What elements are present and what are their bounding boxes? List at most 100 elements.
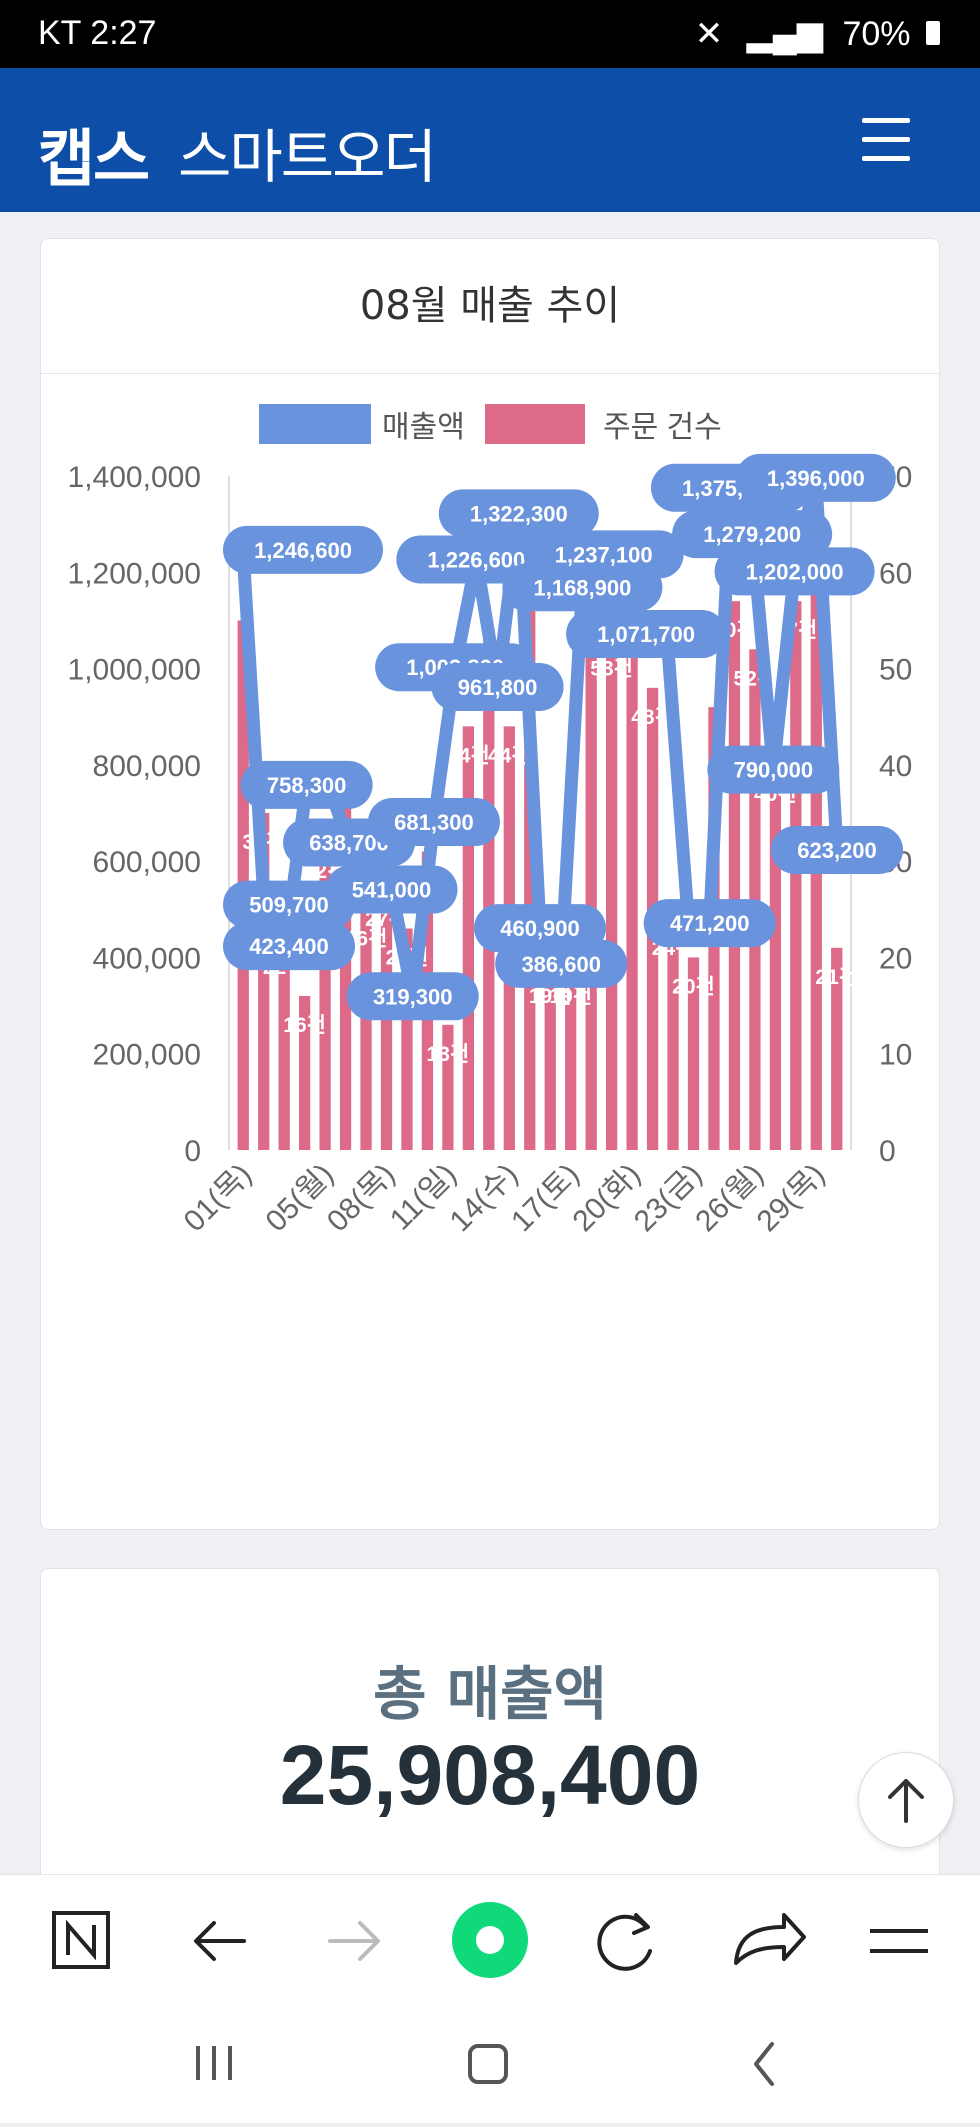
x-tick-label: 05(월) <box>259 1158 340 1239</box>
order-bar-label: 53건 <box>590 658 633 681</box>
sales-point-label: 1,279,200 <box>703 522 801 547</box>
sales-point-label-bg <box>707 745 840 794</box>
order-bar <box>565 967 577 1150</box>
x-tick-label: 29(목) <box>751 1158 832 1239</box>
order-bar <box>728 601 741 1150</box>
order-bar <box>299 995 311 1150</box>
signal-icon: ▂▄▆ <box>746 15 824 53</box>
home-green-icon[interactable] <box>452 1902 528 1978</box>
sales-point-label: 1,226,600 <box>427 547 525 572</box>
y-left-tick-label: 800,000 <box>93 750 201 783</box>
x-tick-label: 11(일) <box>384 1158 463 1237</box>
logo-smartorder[interactable]: 스마트오더 <box>178 123 437 191</box>
sales-point-label: 1,237,100 <box>555 542 653 567</box>
order-bar-label: 20건 <box>672 975 715 998</box>
y-left-tick-label: 1,200,000 <box>68 557 201 590</box>
order-bar <box>483 639 495 1150</box>
order-bar-label: 44건 <box>488 744 531 767</box>
order-bar <box>360 909 372 1150</box>
sales-point-label-bg <box>325 865 458 914</box>
x-tick-label: 23(금) <box>628 1158 709 1239</box>
legend-swatch-orders <box>485 404 585 444</box>
sales-point-label: 1,322,300 <box>470 501 568 526</box>
sales-point-label-bg <box>643 899 776 948</box>
x-tick-label: 01(목) <box>178 1158 259 1239</box>
sales-point-label-bg <box>523 530 684 579</box>
total-sales-label: 총 매출액 <box>373 1660 607 1728</box>
order-bar <box>626 620 638 1150</box>
sales-point-label-bg <box>367 798 500 847</box>
order-bar <box>544 967 556 1150</box>
order-bar-label: 21건 <box>815 966 858 989</box>
order-bar-label: 16건 <box>283 1014 326 1037</box>
order-bar-label: 19건 <box>529 985 572 1008</box>
sales-point-label-bg <box>240 760 373 809</box>
sales-point-label-bg <box>431 662 564 711</box>
sales-point-label: 1,202,000 <box>746 559 844 584</box>
y-right-tick-label: 0 <box>879 1135 896 1168</box>
system-back-icon[interactable] <box>754 2042 774 2086</box>
status-battery: ✕ ▂▄▆ 70% <box>695 14 940 54</box>
order-bar-label: 13건 <box>427 1043 470 1066</box>
y-left-tick-label: 400,000 <box>93 942 201 975</box>
order-bar <box>401 928 413 1150</box>
sales-point-label: 1,168,900 <box>533 575 631 600</box>
x-tick-label: 20(화) <box>566 1158 647 1239</box>
home-icon[interactable] <box>468 2044 508 2084</box>
x-tick-label: 17(토) <box>505 1158 586 1239</box>
naver-icon[interactable] <box>52 1911 110 1969</box>
y-left-tick-label: 600,000 <box>93 846 201 879</box>
x-tick-label: 08(목) <box>321 1158 402 1239</box>
sales-point-label: 319,300 <box>373 984 453 1009</box>
forward-icon[interactable] <box>328 1921 380 1961</box>
mute-icon: ✕ <box>694 15 724 53</box>
sales-point-label: 1,071,700 <box>597 622 695 647</box>
sales-point-label: 681,300 <box>394 810 474 835</box>
app-header: 캡스 스마트오더 <box>0 68 980 212</box>
logo-caps[interactable]: 캡스 <box>38 122 150 195</box>
refresh-icon[interactable] <box>597 1913 652 1971</box>
y-left-tick-label: 200,000 <box>93 1039 201 1072</box>
legend-label-sales: 매출액 <box>382 411 465 444</box>
menu-icon[interactable] <box>862 118 910 162</box>
sales-point-label: 471,200 <box>670 911 750 936</box>
order-bar <box>278 938 290 1150</box>
total-sales-value: 25,908,400 <box>279 1728 701 1822</box>
order-bar <box>319 841 331 1150</box>
back-icon[interactable] <box>194 1921 246 1961</box>
order-bar-label: 19건 <box>549 985 592 1008</box>
sales-point-label: 1,396,000 <box>767 466 865 491</box>
scroll-top-button[interactable] <box>858 1752 954 1848</box>
order-bar-label: 48건 <box>631 706 674 729</box>
x-tick-label: 14(수) <box>444 1158 525 1239</box>
order-bar <box>462 726 474 1150</box>
sales-point-label-bg <box>735 453 896 502</box>
sales-point-label-bg <box>223 525 383 574</box>
sales-point-label: 541,000 <box>352 878 432 903</box>
y-left-tick-label: 1,400,000 <box>68 461 201 494</box>
x-tick-label: 26(월) <box>689 1158 770 1239</box>
order-bar <box>687 957 700 1150</box>
y-right-tick-label: 50 <box>879 654 912 687</box>
y-left-tick-label: 1,000,000 <box>68 654 201 687</box>
recent-apps-icon[interactable] <box>196 2046 232 2080</box>
status-bar: KT 2:27 ✕ ▂▄▆ 70% <box>0 0 980 68</box>
sales-point-label: 1,246,600 <box>254 538 352 563</box>
arrow-up-icon <box>888 1779 924 1823</box>
status-carrier-time: KT 2:27 <box>38 14 157 52</box>
chart-title: 08월 매출 추이 <box>41 239 939 374</box>
order-bar <box>442 1024 454 1150</box>
y-right-tick-label: 60 <box>879 557 912 590</box>
sales-point-label-bg <box>346 972 479 1021</box>
order-bar <box>831 947 843 1150</box>
y-left-tick-label: 0 <box>184 1135 201 1168</box>
y-right-tick-label: 10 <box>879 1039 912 1072</box>
order-bar <box>769 764 781 1150</box>
sales-point-label-bg <box>438 489 599 538</box>
share-icon[interactable] <box>734 1913 806 1965</box>
order-bar <box>667 918 679 1150</box>
legend-swatch-sales <box>259 404 371 444</box>
y-right-tick-label: 40 <box>879 750 912 783</box>
order-bar <box>258 813 270 1150</box>
more-icon[interactable] <box>870 1929 928 1953</box>
